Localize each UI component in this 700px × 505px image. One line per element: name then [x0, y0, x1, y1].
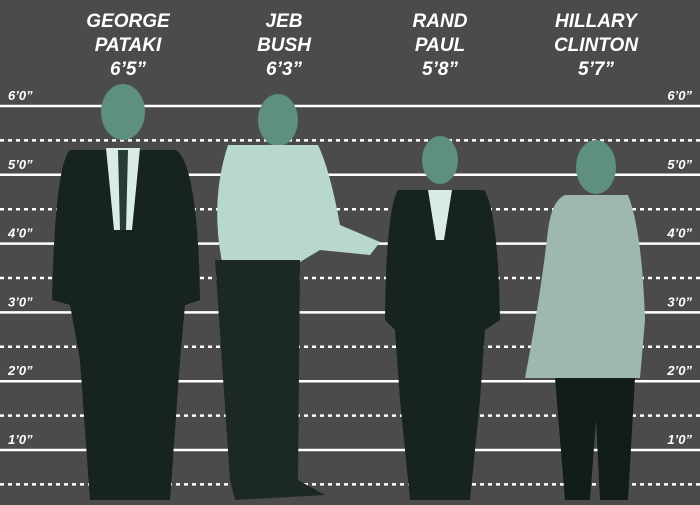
names: GEORGE PATAKI 6’5” JEB BUSH 6’3” RAND PAUL 5’8” H…: [86, 11, 639, 80]
scale-label-right: 5’0”: [667, 157, 692, 172]
person-name: GEORGE: [86, 11, 171, 32]
scale-label-right: 2’0”: [666, 363, 692, 378]
person-height: 6’5”: [110, 59, 146, 80]
figure-paul: [385, 136, 500, 500]
person-name: HILLARY: [555, 11, 639, 32]
person-height: 6’3”: [266, 59, 302, 80]
scale-label-left: 3’0”: [8, 294, 33, 309]
scale-label-left: 6’0”: [8, 88, 33, 103]
person-name: CLINTON: [554, 35, 639, 56]
person-name: PATAKI: [95, 35, 162, 56]
scale-label-left: 2’0”: [7, 363, 33, 378]
person-name: JEB: [266, 11, 303, 32]
person-name: PAUL: [415, 35, 465, 56]
scale-label-left: 4’0”: [7, 226, 33, 241]
scale-label-right: 6’0”: [667, 88, 692, 103]
scale-label-left: 1’0”: [8, 432, 33, 447]
figure-pataki: [52, 84, 200, 500]
scale-label-right: 3’0”: [667, 294, 692, 309]
person-height: 5’8”: [422, 59, 458, 80]
person-name: BUSH: [257, 35, 312, 56]
scale-label-right: 1’0”: [667, 432, 692, 447]
scale-label-left: 5’0”: [8, 157, 33, 172]
person-height: 5’7”: [578, 59, 614, 80]
scale-label-right: 4’0”: [666, 226, 692, 241]
person-name: RAND: [413, 11, 468, 32]
figure-clinton: [525, 140, 645, 500]
figure-bush: [215, 94, 380, 500]
